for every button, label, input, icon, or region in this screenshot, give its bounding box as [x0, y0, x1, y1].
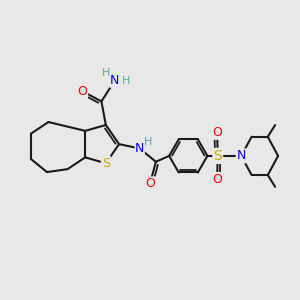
- Text: O: O: [212, 173, 222, 186]
- Text: N: N: [110, 74, 119, 87]
- Text: O: O: [145, 177, 155, 190]
- Text: O: O: [77, 85, 87, 98]
- Text: O: O: [212, 126, 222, 139]
- Text: N: N: [237, 149, 246, 162]
- Text: S: S: [213, 149, 222, 163]
- Text: S: S: [102, 157, 110, 170]
- Text: H: H: [144, 137, 153, 147]
- Text: H: H: [122, 76, 130, 86]
- Text: H: H: [102, 68, 110, 78]
- Text: N: N: [135, 142, 144, 155]
